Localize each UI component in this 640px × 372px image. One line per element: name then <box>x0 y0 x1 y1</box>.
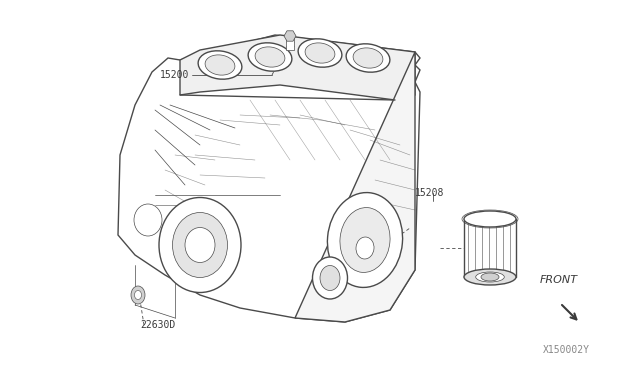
Polygon shape <box>295 52 415 322</box>
Ellipse shape <box>248 43 292 71</box>
Text: FRONT: FRONT <box>540 275 578 285</box>
Ellipse shape <box>159 198 241 292</box>
Ellipse shape <box>134 204 162 236</box>
Ellipse shape <box>312 257 348 299</box>
Text: 22630D: 22630D <box>140 320 175 330</box>
Polygon shape <box>286 36 294 50</box>
Ellipse shape <box>185 228 215 263</box>
Ellipse shape <box>328 193 403 288</box>
Ellipse shape <box>346 44 390 72</box>
Text: 15200: 15200 <box>160 70 189 80</box>
Ellipse shape <box>131 286 145 304</box>
Text: X150002Y: X150002Y <box>543 345 590 355</box>
Ellipse shape <box>205 55 235 75</box>
Ellipse shape <box>353 48 383 68</box>
Ellipse shape <box>464 211 516 227</box>
Polygon shape <box>180 35 415 100</box>
Ellipse shape <box>198 51 242 79</box>
Ellipse shape <box>173 212 227 278</box>
Ellipse shape <box>481 273 499 281</box>
Ellipse shape <box>356 237 374 259</box>
Ellipse shape <box>476 272 504 282</box>
Ellipse shape <box>305 43 335 63</box>
Polygon shape <box>284 31 296 41</box>
Ellipse shape <box>255 47 285 67</box>
Ellipse shape <box>340 208 390 272</box>
Ellipse shape <box>298 39 342 67</box>
Ellipse shape <box>320 266 340 291</box>
Ellipse shape <box>464 269 516 285</box>
Text: 15208: 15208 <box>415 188 444 198</box>
Polygon shape <box>118 35 420 322</box>
Ellipse shape <box>134 291 141 299</box>
